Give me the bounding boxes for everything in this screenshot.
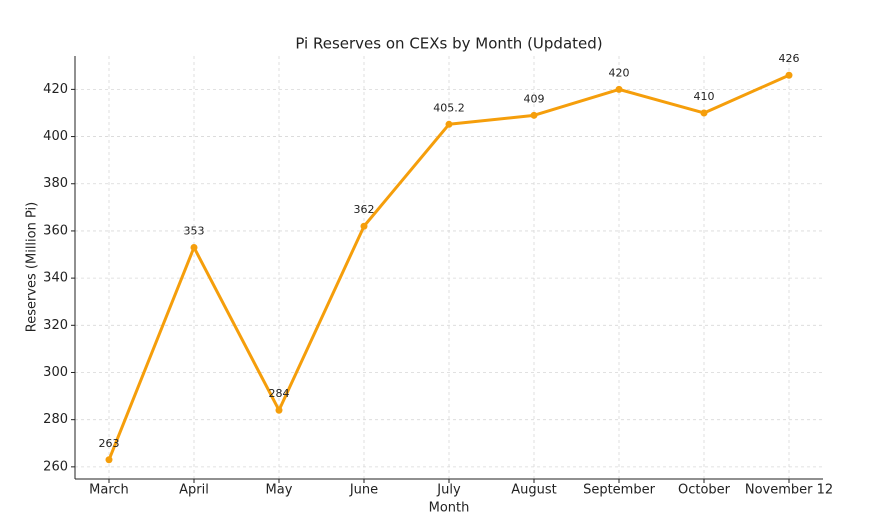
point — [360, 222, 368, 230]
grid — [75, 56, 823, 479]
y-tick-label: 380 — [43, 176, 68, 191]
point — [615, 85, 623, 93]
data-label: 284 — [269, 387, 290, 400]
y-axis-label: Reserves (Million Pi) — [25, 202, 40, 332]
x-axis-label: Month — [429, 501, 470, 516]
y-tick-label: 260 — [43, 459, 68, 474]
data-label: 410 — [694, 90, 715, 103]
y-tick-label: 420 — [43, 82, 68, 97]
x-tick-label: May — [266, 483, 293, 498]
y-tick-label: 340 — [43, 271, 68, 286]
plot: 263 353 284 362 405.2 409 420 410 426 — [99, 52, 800, 464]
data-label: 405.2 — [433, 101, 465, 114]
point — [785, 71, 793, 79]
x-tick-label: September — [583, 483, 656, 498]
x-tick-label: July — [436, 483, 461, 498]
data-label: 420 — [609, 66, 630, 79]
point — [105, 456, 113, 464]
chart-title: Pi Reserves on CEXs by Month (Updated) — [295, 35, 602, 53]
data-label: 263 — [99, 437, 120, 450]
point — [445, 120, 453, 128]
y-tick-label: 300 — [43, 365, 68, 380]
x-tick-label: November 12 — [745, 483, 833, 498]
x-tick-label: April — [179, 483, 209, 498]
point — [530, 111, 538, 119]
point — [700, 109, 708, 117]
x-tick-label: October — [678, 483, 731, 498]
data-label: 362 — [354, 203, 375, 216]
data-label: 353 — [184, 224, 205, 237]
x-tick-label: August — [511, 483, 557, 498]
x-tick-label: June — [349, 483, 378, 498]
y-tick-label: 280 — [43, 412, 68, 427]
x-tick-label: March — [89, 483, 129, 498]
y-tick-label: 400 — [43, 129, 68, 144]
y-tick-label: 360 — [43, 223, 68, 238]
point — [190, 243, 198, 251]
y-tick-label: 320 — [43, 318, 68, 333]
data-label: 409 — [524, 92, 545, 105]
data-label: 426 — [779, 52, 800, 65]
point — [275, 406, 283, 414]
